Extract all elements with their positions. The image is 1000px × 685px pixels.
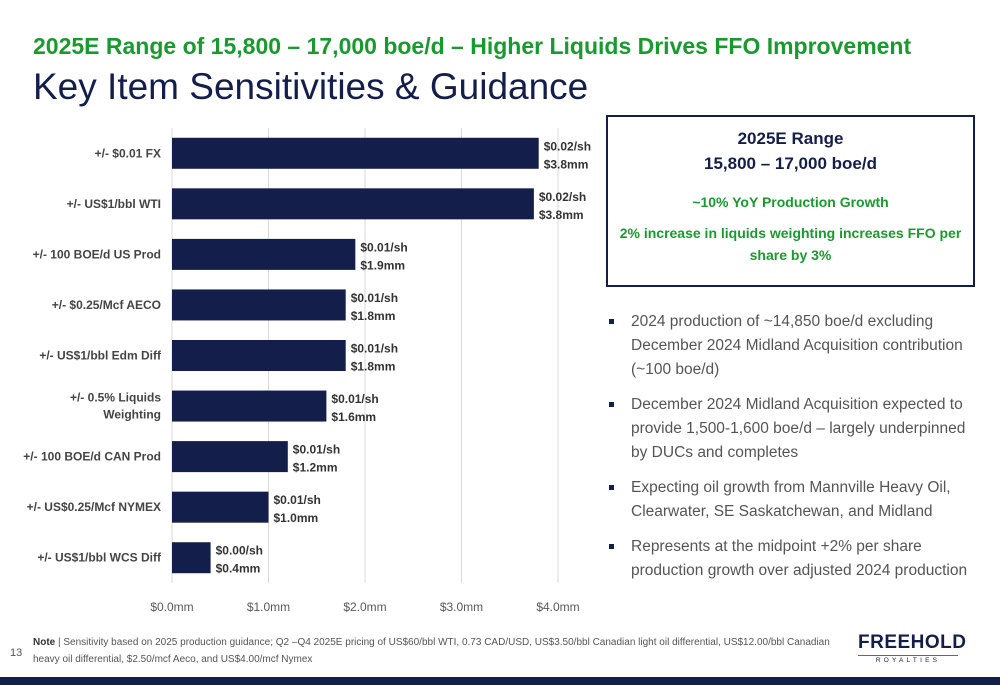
slide-title: Key Item Sensitivities & Guidance — [33, 66, 589, 107]
data-label-amount: $1.6mm — [331, 410, 376, 424]
category-label: +/- US$1/bbl WCS Diff — [37, 551, 162, 565]
bullet-square-icon — [609, 319, 614, 324]
bar — [172, 542, 211, 574]
data-label-amount: $1.0mm — [274, 511, 319, 525]
footnote-text: | Sensitivity based on 2025 production g… — [33, 637, 830, 665]
bullet-square-icon — [609, 485, 614, 490]
data-label-amount: $3.8mm — [539, 208, 584, 222]
category-label: +/- 100 BOE/d CAN Prod — [23, 450, 161, 464]
range-box-title: 2025E Range — [737, 129, 844, 148]
data-label-amount: $1.8mm — [351, 309, 396, 323]
sensitivity-bar-chart: $0.0mm $1.0mm $2.0mm $3.0mm $4.0mm +/- $0.01 … — [23, 128, 591, 614]
category-label: +/- 0.5% Liquids Weighting — [70, 391, 161, 422]
bullet-text: Expecting oil growth from Mannville Heav… — [631, 479, 951, 520]
category-label: +/- $0.01 FX — [95, 146, 161, 160]
category-label: +/- US$1/bbl Edm Diff — [39, 349, 162, 363]
footer-bar — [0, 677, 1000, 685]
x-tick-label: $0.0mm — [150, 600, 193, 614]
category-label: +/- $0.25/Mcf AECO — [52, 298, 161, 312]
range-box-liquids: 2% increase in liquids weighting increas… — [619, 225, 962, 263]
bullet-text: Represents at the midpoint +2% per share… — [631, 538, 968, 579]
x-tick-label: $3.0mm — [440, 600, 483, 614]
bar — [172, 188, 534, 220]
data-label-per-share: $0.01/sh — [351, 291, 398, 305]
logo-tagline: ROYALTIES — [858, 655, 958, 665]
slide-headline: 2025E Range of 15,800 – 17,000 boe/d – H… — [33, 33, 912, 59]
data-label-amount: $1.9mm — [360, 258, 405, 272]
data-label-per-share: $0.02/sh — [544, 139, 591, 153]
bar — [172, 238, 356, 270]
bullet-item: 2024 production of ~14,850 boe/d excludi… — [605, 310, 980, 382]
x-tick-label: $2.0mm — [343, 600, 386, 614]
x-tick-label: $1.0mm — [247, 600, 290, 614]
bullet-item: Represents at the midpoint +2% per share… — [605, 535, 980, 583]
footnote: Note | Sensitivity based on 2025 product… — [33, 634, 833, 668]
bullet-text: December 2024 Midland Acquisition expect… — [631, 396, 966, 461]
x-tick-label: $4.0mm — [536, 600, 579, 614]
bullet-square-icon — [609, 544, 614, 549]
freehold-logo: FREEHOLD ROYALTIES — [858, 632, 967, 665]
bullet-item: December 2024 Midland Acquisition expect… — [605, 393, 980, 465]
data-label-amount: $1.2mm — [293, 461, 338, 475]
data-label-amount: $0.4mm — [216, 562, 261, 576]
guidance-range-box: 2025E Range 15,800 – 17,000 boe/d ~10% Y… — [606, 115, 975, 287]
category-label: +/- US$0.25/Mcf NYMEX — [27, 500, 161, 514]
bar — [172, 441, 288, 473]
bar — [172, 491, 269, 523]
bar — [172, 340, 346, 371]
category-label: +/- US$1/bbl WTI — [67, 197, 161, 211]
bar — [172, 390, 327, 422]
data-label-per-share: $0.01/sh — [274, 493, 321, 507]
range-box-growth: ~10% YoY Production Growth — [692, 194, 889, 210]
bullet-text: 2024 production of ~14,850 boe/d excludi… — [631, 313, 963, 378]
data-label-per-share: $0.00/sh — [216, 544, 263, 558]
data-label-per-share: $0.01/sh — [360, 240, 407, 254]
guidance-bullet-list: 2024 production of ~14,850 boe/d excludi… — [605, 310, 980, 594]
data-label-per-share: $0.01/sh — [293, 443, 340, 457]
data-label-amount: $3.8mm — [544, 157, 589, 171]
bar — [172, 137, 539, 169]
bar — [172, 289, 346, 321]
data-label-per-share: $0.02/sh — [539, 190, 586, 204]
footnote-label: Note — [33, 637, 56, 648]
logo-wordmark: FREEHOLD — [858, 632, 967, 653]
data-label-per-share: $0.01/sh — [331, 392, 378, 406]
bullet-item: Expecting oil growth from Mannville Heav… — [605, 476, 980, 524]
page-number: 13 — [10, 647, 23, 659]
bullet-square-icon — [609, 402, 614, 407]
range-box-subtitle: 15,800 – 17,000 boe/d — [704, 154, 877, 173]
data-label-per-share: $0.01/sh — [351, 342, 398, 356]
data-label-amount: $1.8mm — [351, 360, 396, 374]
category-label: +/- 100 BOE/d US Prod — [33, 247, 161, 261]
